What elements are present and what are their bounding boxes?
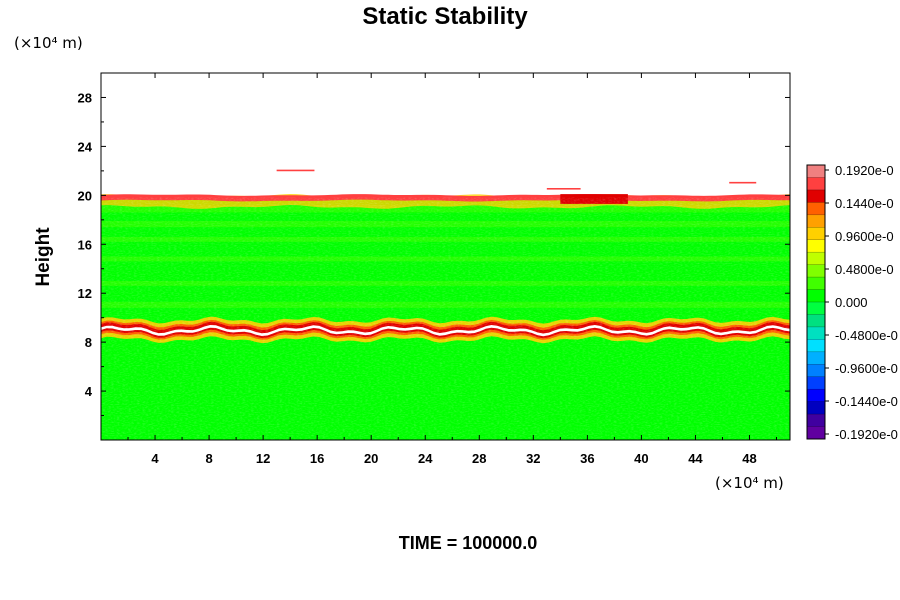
- colorbar-label: 0.1440e-0: [835, 196, 894, 211]
- colorbar-label: -0.9600e-0: [835, 361, 898, 376]
- x-tick-label: 32: [526, 451, 540, 466]
- colorbar-swatch: [807, 414, 825, 427]
- plot-frame: [100, 72, 791, 441]
- x-tick-label: 40: [634, 451, 648, 466]
- colorbar-swatch: [807, 277, 825, 290]
- colorbar-label: -0.4800e-0: [835, 328, 898, 343]
- y-tick-label: 4: [85, 384, 93, 399]
- y-tick-label: 8: [85, 335, 92, 350]
- colorbar-swatch: [807, 401, 825, 415]
- x-tick-label: 44: [688, 451, 703, 466]
- x-tick-label: 12: [256, 451, 270, 466]
- colorbar-swatch: [807, 165, 825, 178]
- x-unit-label: (×10⁴ m): [715, 474, 784, 492]
- chart-title: Static Stability: [362, 3, 528, 30]
- time-label: TIME = 100000.0: [399, 533, 538, 553]
- y-tick-label: 24: [78, 139, 93, 154]
- colorbar-swatch: [807, 314, 825, 328]
- colorbar-swatch: [807, 339, 825, 353]
- colorbar-swatch: [807, 189, 825, 203]
- heatmap-field: [101, 169, 790, 440]
- colorbar-label: 0.9600e-0: [835, 229, 894, 244]
- y-axis: 4 8 12 16 20 24 28: [78, 90, 790, 417]
- colorbar-swatch: [807, 252, 825, 266]
- colorbar-swatch: [807, 264, 825, 278]
- x-tick-label: 36: [580, 451, 594, 466]
- x-axis: 4 8 12 16 20 24 28 32 36 40 44 48: [127, 73, 777, 466]
- colorbar: 0.1920e-0 0.1440e-0 0.9600e-0 0.4800e-0 0.00…: [806, 163, 898, 442]
- x-tick-label: 28: [472, 451, 486, 466]
- x-tick-label: 8: [205, 451, 212, 466]
- colorbar-swatch: [807, 302, 825, 315]
- colorbar-swatch: [807, 227, 825, 241]
- x-tick-label: 16: [310, 451, 324, 466]
- colorbar-swatch: [807, 426, 825, 440]
- y-tick-label: 12: [78, 286, 92, 301]
- colorbar-swatch: [807, 214, 825, 228]
- colorbar-label: 0.4800e-0: [835, 262, 894, 277]
- colorbar-swatch: [807, 376, 825, 390]
- colorbar-label: 0.1920e-0: [835, 163, 894, 178]
- colorbar-swatch: [807, 326, 825, 340]
- colorbar-swatch: [807, 364, 825, 378]
- colorbar-swatch: [807, 177, 825, 191]
- y-tick-label: 16: [78, 237, 92, 252]
- upper-streak-1: [729, 181, 757, 184]
- y-tick-label: 20: [78, 188, 92, 203]
- colorbar-swatch: [807, 202, 825, 216]
- colorbar-label: 0.000: [835, 295, 868, 310]
- y-axis-label: Height: [33, 227, 54, 287]
- x-tick-label: 20: [364, 451, 378, 466]
- x-tick-label: 48: [742, 451, 756, 466]
- colorbar-label: -0.1440e-0: [835, 394, 898, 409]
- colorbar-swatch: [807, 389, 825, 403]
- upper-streak-0: [276, 169, 315, 172]
- y-tick-label: 28: [78, 90, 92, 105]
- field-texture: [101, 197, 790, 440]
- x-tick-label: 4: [151, 451, 159, 466]
- colorbar-swatch: [807, 351, 825, 365]
- colorbar-swatch: [807, 239, 825, 253]
- colorbar-swatch: [807, 289, 825, 303]
- upper-streak-2: [546, 187, 581, 190]
- colorbar-label: -0.1920e-0: [835, 427, 898, 442]
- y-unit-label: (×10⁴ m): [14, 34, 83, 52]
- x-tick-label: 24: [418, 451, 433, 466]
